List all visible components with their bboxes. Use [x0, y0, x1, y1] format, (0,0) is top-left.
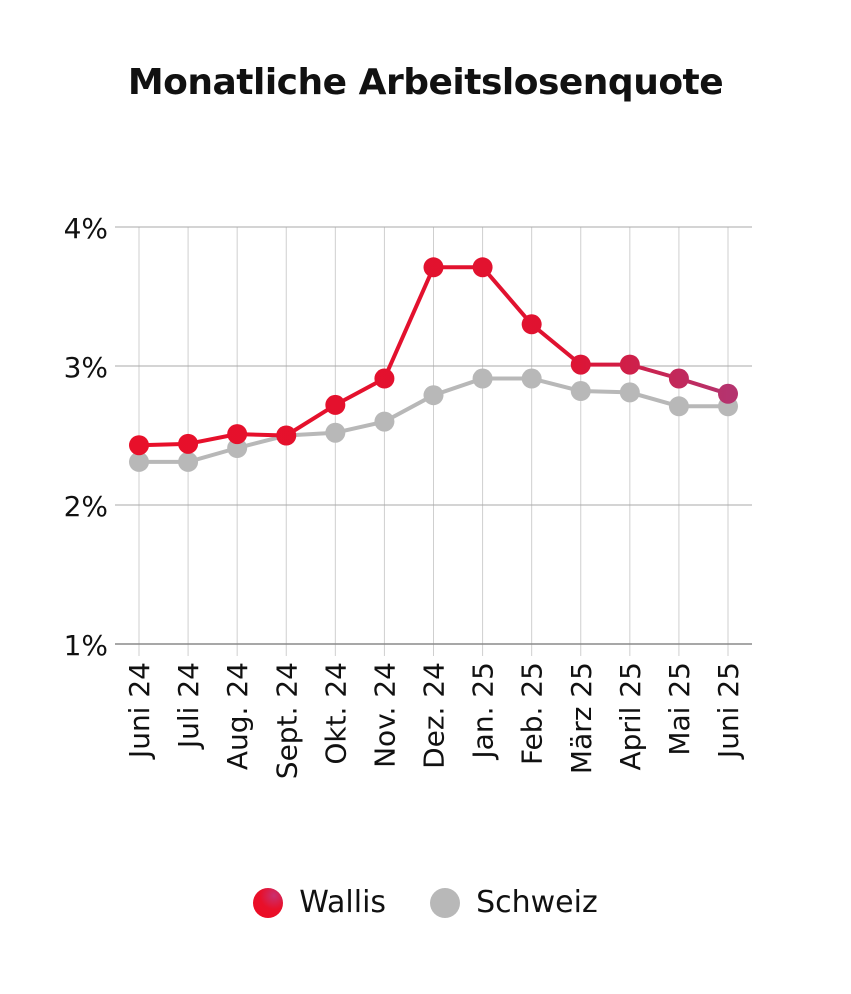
legend-marker-schweiz [430, 887, 461, 918]
data-point-wallis [423, 257, 444, 278]
y-tick-label: 1% [64, 629, 108, 662]
data-point-wallis [668, 368, 689, 389]
data-point-schweiz [423, 385, 444, 406]
x-tick-label: März 25 [565, 662, 598, 774]
data-point-wallis [374, 368, 395, 389]
legend-item-schweiz: Schweiz [430, 885, 598, 920]
legend-item-wallis: Wallis [253, 885, 386, 920]
x-tick-label: Okt. 24 [319, 662, 352, 765]
series-lines [129, 257, 738, 472]
data-point-wallis [129, 435, 149, 456]
data-point-wallis [718, 383, 738, 404]
chart-title: Monatliche Arbeitslosenquote [127, 62, 724, 103]
x-tick-label: April 25 [614, 662, 647, 771]
x-axis-tick-labels: Juni 24 Juli 24 Aug. 24 Sept. 24 Okt. 24 Nov.… [123, 662, 745, 779]
data-point-wallis [178, 433, 199, 454]
data-point-wallis [570, 354, 591, 375]
data-point-wallis [325, 394, 346, 415]
data-point-schweiz [668, 396, 689, 417]
x-tick-label: Sept. 24 [270, 662, 303, 779]
legend-label-schweiz: Schweiz [476, 885, 598, 920]
data-point-schweiz [619, 382, 640, 403]
x-tick-label: Nov. 24 [368, 662, 401, 768]
gridlines [115, 226, 752, 656]
data-point-schweiz [472, 368, 493, 389]
y-tick-label: 2% [64, 490, 108, 523]
data-point-wallis [472, 257, 493, 278]
data-point-schweiz [129, 451, 149, 472]
legend-label-wallis: Wallis [299, 885, 387, 920]
data-point-schweiz [570, 381, 591, 402]
data-point-wallis [521, 314, 542, 335]
x-tick-label: Jan. 25 [467, 662, 500, 761]
legend-marker-wallis [253, 887, 284, 918]
x-tick-label: Juni 24 [123, 662, 156, 760]
x-tick-label: Dez. 24 [418, 662, 451, 769]
y-tick-label: 4% [64, 212, 108, 245]
data-point-wallis [276, 425, 297, 446]
legend: Wallis Schweiz [0, 885, 851, 920]
x-tick-label: Mai 25 [663, 662, 696, 756]
x-tick-label: Juni 25 [712, 662, 745, 760]
data-point-schweiz [227, 438, 248, 459]
y-axis-tick-labels: 1% 2% 3% 4% [64, 212, 108, 662]
x-tick-label: Aug. 24 [221, 662, 254, 770]
data-point-wallis [227, 424, 248, 445]
data-point-schweiz [178, 451, 199, 472]
x-tick-label: Feb. 25 [516, 662, 549, 765]
data-point-schweiz [325, 422, 346, 443]
data-point-schweiz [374, 411, 395, 432]
x-tick-label: Juli 24 [172, 662, 205, 750]
data-point-schweiz [521, 368, 542, 389]
y-tick-label: 3% [64, 351, 108, 384]
data-point-wallis [619, 354, 640, 375]
